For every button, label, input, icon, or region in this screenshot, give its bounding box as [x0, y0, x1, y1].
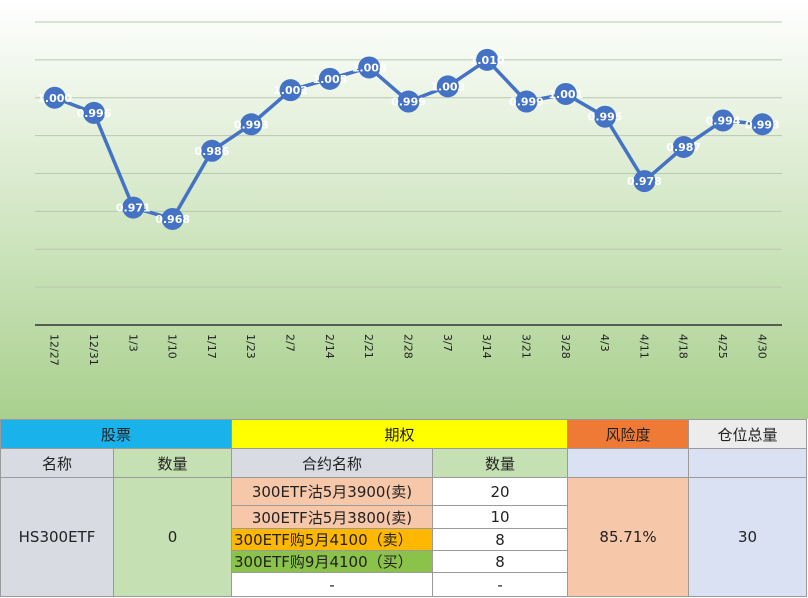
x-tick-label: 4/18 — [677, 334, 690, 359]
data-label: 0.994 — [706, 114, 741, 127]
data-label: 0.986 — [195, 145, 230, 158]
position-value: 30 — [688, 477, 808, 597]
x-tick-label: 2/7 — [284, 334, 297, 352]
option-contract: 300ETF购9月4100（买） — [231, 550, 434, 573]
data-label: 1.000 — [37, 92, 72, 105]
data-label: 1.003 — [430, 80, 465, 93]
data-label: 0.993 — [745, 118, 780, 131]
data-label: 1.008 — [352, 61, 387, 74]
x-tick-label: 12/27 — [48, 334, 61, 366]
x-tick-label: 2/14 — [323, 334, 336, 359]
data-point — [397, 90, 420, 113]
subheader-contract: 合约名称 — [231, 448, 434, 478]
data-label: 0.971 — [116, 202, 151, 215]
data-point — [122, 196, 145, 219]
data-label: 0.999 — [509, 96, 544, 109]
x-tick-label: 4/3 — [598, 334, 611, 352]
data-label: 1.005 — [312, 73, 347, 86]
data-point — [358, 56, 381, 79]
data-point — [476, 48, 499, 71]
data-point — [436, 75, 459, 98]
option-qty: - — [432, 572, 569, 597]
nav-line-chart: 1.000 0.996 0.971 0.968 0.986 0.993 1.002 1.005… — [0, 0, 808, 419]
data-point — [43, 86, 66, 109]
data-point — [672, 135, 695, 158]
data-point — [515, 90, 538, 113]
option-qty: 8 — [432, 550, 569, 573]
option-qty: 8 — [432, 528, 569, 551]
header-risk: 风险度 — [567, 419, 690, 449]
subheader-qty: 数量 — [112, 448, 233, 478]
option-qty: 20 — [432, 477, 569, 506]
x-tick-label: 12/31 — [87, 334, 100, 366]
header-position: 仓位总量 — [688, 419, 808, 449]
x-tick-label: 1/3 — [126, 334, 139, 352]
data-point — [200, 139, 223, 162]
data-point — [712, 109, 735, 132]
data-label: 0.999 — [391, 96, 426, 109]
data-point — [240, 113, 263, 136]
option-qty: 10 — [432, 505, 569, 529]
x-tick-label: 3/28 — [559, 334, 572, 359]
chart-svg: 1.000 0.996 0.971 0.968 0.986 0.993 1.002 1.005… — [0, 0, 808, 419]
option-contract: 300ETF沽5月3800(卖) — [231, 505, 434, 529]
x-tick-label: 4/25 — [716, 334, 729, 359]
x-tick-label: 3/14 — [480, 334, 493, 359]
data-label: 0.993 — [234, 118, 269, 131]
data-label: 0.978 — [627, 175, 662, 188]
header-options: 期权 — [231, 419, 569, 449]
data-label: 0.968 — [155, 213, 190, 226]
data-point — [751, 113, 774, 136]
data-point — [82, 101, 105, 124]
x-tick-label: 3/21 — [519, 334, 532, 359]
subheader-risk-blank — [567, 448, 690, 478]
header-stock: 股票 — [0, 419, 233, 449]
data-point — [594, 105, 617, 128]
data-label: 0.996 — [77, 107, 112, 120]
x-tick-label: 4/11 — [637, 334, 650, 359]
option-contract: 300ETF购5月4100（卖） — [231, 528, 434, 551]
data-label: 1.002 — [273, 84, 308, 97]
x-tick-label: 1/10 — [166, 334, 179, 359]
data-label: 1.001 — [548, 88, 583, 101]
subheader-contract-qty: 数量 — [432, 448, 569, 478]
data-point — [554, 82, 577, 105]
x-tick-label: 1/17 — [205, 334, 218, 359]
stock-qty: 0 — [112, 477, 233, 597]
data-point — [161, 207, 184, 230]
x-tick-label: 1/23 — [244, 334, 257, 359]
risk-value: 85.71% — [567, 477, 690, 597]
x-tick-label: 4/30 — [755, 334, 768, 359]
data-label: 0.995 — [588, 111, 623, 124]
option-contract: 300ETF沽5月3900(卖) — [231, 477, 434, 506]
x-tick-label: 2/28 — [402, 334, 415, 359]
position-table: 股票 期权 风险度 仓位总量 名称 数量 合约名称 数量 HS300ETF 0 … — [0, 419, 808, 597]
x-tick-label: 3/7 — [441, 334, 454, 352]
subheader-name: 名称 — [0, 448, 114, 478]
stock-name: HS300ETF — [0, 477, 114, 597]
data-point — [318, 67, 341, 90]
data-point — [633, 170, 656, 193]
data-point — [279, 79, 302, 102]
x-tick-label: 2/21 — [362, 334, 375, 359]
data-label: 0.987 — [666, 141, 701, 154]
option-contract: - — [231, 572, 434, 597]
subheader-position-blank — [688, 448, 808, 478]
data-label: 1.010 — [470, 54, 505, 67]
